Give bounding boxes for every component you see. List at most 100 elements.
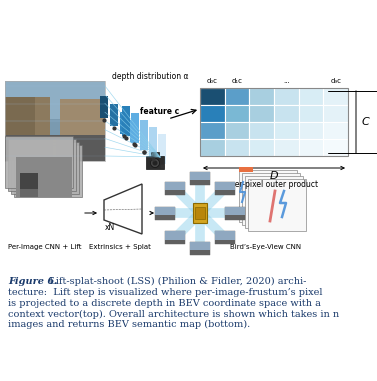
Bar [5,135,105,161]
Bar [140,120,148,150]
Bar [131,113,139,143]
Bar [249,88,274,105]
Text: Per-Image CNN + Lift: Per-Image CNN + Lift [8,244,82,250]
Bar [215,182,235,190]
Bar [120,112,128,134]
Text: C: C [362,117,370,127]
Text: images and returns BEV semantic map (bottom).: images and returns BEV semantic map (bot… [8,320,250,329]
Bar [323,139,348,156]
Bar [165,240,185,244]
Text: xN: xN [105,223,115,232]
Text: tecture:  Lift step is visualized where per-image-frustum’s pixel: tecture: Lift step is visualized where p… [8,288,322,297]
Bar [190,242,210,250]
Bar [190,180,210,184]
Bar [225,207,245,219]
Bar [242,173,300,225]
Bar [158,134,166,164]
Bar [149,127,157,157]
Bar [155,207,175,219]
Bar [215,231,235,244]
Circle shape [153,160,158,165]
Bar [274,105,299,122]
Bar [165,182,185,195]
Text: per-pixel outer product: per-pixel outer product [230,180,318,189]
Bar [8,139,76,191]
Text: ...: ... [283,78,290,84]
Bar [140,128,148,150]
Bar [200,88,225,105]
Bar [215,231,235,240]
Bar [195,207,205,219]
Bar [200,88,348,156]
Text: D: D [270,171,278,181]
Bar [53,141,56,158]
Bar [5,136,73,188]
Bar [165,190,185,195]
Circle shape [150,158,159,168]
Bar [299,139,323,156]
Bar [16,157,72,197]
Bar [190,242,210,255]
Bar [225,207,245,215]
Bar [110,104,118,126]
Bar [130,120,138,142]
Text: Extrinsics + Splat: Extrinsics + Splat [89,244,151,250]
Bar [225,122,249,139]
Bar [245,176,303,228]
Bar [20,189,38,197]
Bar [299,105,323,122]
Bar [200,88,348,156]
Bar [239,170,297,222]
Bar [190,250,210,255]
Text: d₁c: d₁c [231,78,242,84]
Bar [5,97,50,141]
Text: Lift-splat-shoot (LSS) (Philion & Fidler, 2020) archi-: Lift-splat-shoot (LSS) (Philion & Fidler… [46,277,307,286]
Bar [60,99,105,139]
Bar [5,81,105,161]
Bar [200,122,225,139]
Bar [274,122,299,139]
Bar [323,122,348,139]
Bar [249,122,274,139]
Bar [122,106,130,136]
Text: d₀c: d₀c [207,78,218,84]
Bar [200,139,225,156]
Bar [11,142,79,194]
Bar [155,215,175,219]
Bar [249,105,274,122]
Bar [249,139,274,156]
Bar [248,179,306,231]
Bar [225,88,249,105]
Bar [190,171,210,184]
Text: feature c: feature c [140,107,179,116]
Bar [299,88,323,105]
Bar [5,81,105,161]
Bar [225,215,245,219]
Bar [215,190,235,195]
Bar [5,81,105,119]
Bar [146,156,164,169]
Bar [274,139,299,156]
Bar [299,122,323,139]
Bar [155,207,175,215]
Bar [5,97,35,137]
Bar [215,182,235,195]
Bar [215,240,235,244]
Text: d₉c: d₉c [330,78,341,84]
Bar [193,203,207,223]
Bar [20,173,38,189]
Bar [239,167,253,172]
Text: is projected to a discrete depth in BEV coordinate space with a: is projected to a discrete depth in BEV … [8,299,321,307]
Bar [323,88,348,105]
Bar [274,88,299,105]
Text: Figure 6.: Figure 6. [8,277,58,286]
Bar [14,145,82,197]
Bar [225,105,249,122]
Bar [100,96,108,118]
Bar [190,171,210,180]
Bar [165,182,185,190]
Bar [151,152,159,156]
Text: depth distribution α: depth distribution α [112,72,188,81]
Text: Bird’s-Eye-View CNN: Bird’s-Eye-View CNN [230,244,301,250]
Bar [225,139,249,156]
